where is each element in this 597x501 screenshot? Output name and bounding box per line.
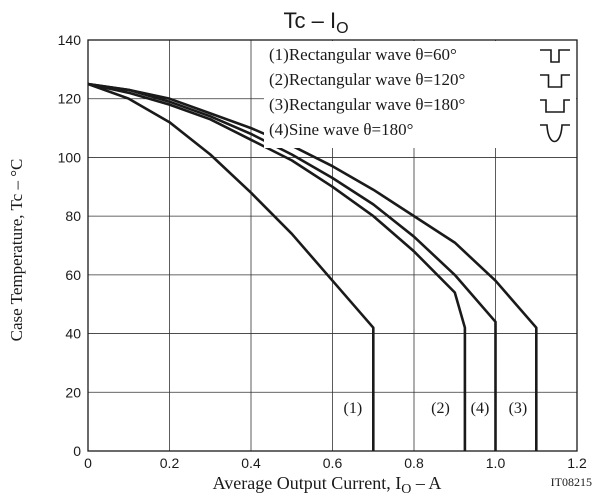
legend: (1)Rectangular wave θ=60° (2)Rectangular … bbox=[264, 41, 576, 148]
legend-symbol-rect-120-icon bbox=[540, 74, 570, 88]
chart-title-subscript: O bbox=[336, 20, 348, 37]
x-axis-label-tail: – A bbox=[411, 473, 441, 493]
legend-entry-3: (3)Rectangular wave θ=180° bbox=[269, 95, 465, 114]
tick-labels: 0 0.2 0.4 0.6 0.8 1.0 1.2 0 20 40 60 80 100 120 140 bbox=[58, 32, 587, 471]
figure-code: IT08215 bbox=[551, 475, 592, 489]
chart-title-main: Tc – I bbox=[283, 8, 336, 33]
legend-symbol-rect-60-icon bbox=[540, 49, 570, 63]
x-tick-label-3: 0.6 bbox=[323, 455, 343, 471]
legend-background bbox=[264, 41, 576, 148]
x-axis-label: Average Output Current, IO – A bbox=[213, 473, 442, 497]
series-line-2 bbox=[87, 82, 467, 451]
series-line-4 bbox=[87, 82, 497, 451]
x-axis-label-main: Average Output Current, I bbox=[213, 473, 402, 493]
x-tick-label-1: 0.2 bbox=[160, 455, 180, 471]
y-tick-label-5: 100 bbox=[58, 149, 82, 165]
legend-symbol-rect-180-icon bbox=[540, 99, 570, 113]
x-tick-label-5: 1.0 bbox=[486, 455, 506, 471]
y-tick-label-3: 60 bbox=[65, 267, 81, 283]
y-tick-label-6: 120 bbox=[58, 91, 82, 107]
plot-border bbox=[87, 39, 578, 452]
series-line-3 bbox=[87, 82, 538, 451]
legend-entry-2: (2)Rectangular wave θ=120° bbox=[269, 70, 465, 89]
legend-entry-1: (1)Rectangular wave θ=60° bbox=[269, 45, 457, 64]
series-label-0: (1) bbox=[344, 400, 363, 417]
x-axis-label-subscript: O bbox=[401, 482, 411, 497]
series-lines bbox=[87, 82, 538, 451]
x-tick-label-6: 1.2 bbox=[567, 455, 587, 471]
y-tick-label-1: 20 bbox=[65, 384, 81, 400]
x-tick-label-2: 0.4 bbox=[241, 455, 261, 471]
y-tick-label-0: 0 bbox=[73, 443, 81, 459]
y-tick-label-2: 40 bbox=[65, 326, 81, 342]
y-tick-label-4: 80 bbox=[65, 208, 81, 224]
series-label-3: (3) bbox=[509, 400, 528, 417]
series-line-1 bbox=[87, 82, 375, 451]
series-label-2: (4) bbox=[471, 400, 490, 417]
x-tick-label-0: 0 bbox=[84, 455, 92, 471]
legend-symbol-sine-180-icon bbox=[540, 124, 570, 143]
series-label-1: (2) bbox=[431, 400, 450, 417]
chart-title: Tc – IO bbox=[283, 8, 348, 37]
y-axis-label: Case Temperature, Tc – °C bbox=[7, 159, 26, 342]
plot-frame bbox=[87, 39, 578, 452]
x-tick-label-4: 0.8 bbox=[404, 455, 424, 471]
y-tick-label-7: 140 bbox=[58, 32, 82, 48]
legend-entry-4: (4)Sine wave θ=180° bbox=[269, 120, 413, 139]
series-labels: (1) (2) (4) (3) bbox=[344, 400, 528, 417]
